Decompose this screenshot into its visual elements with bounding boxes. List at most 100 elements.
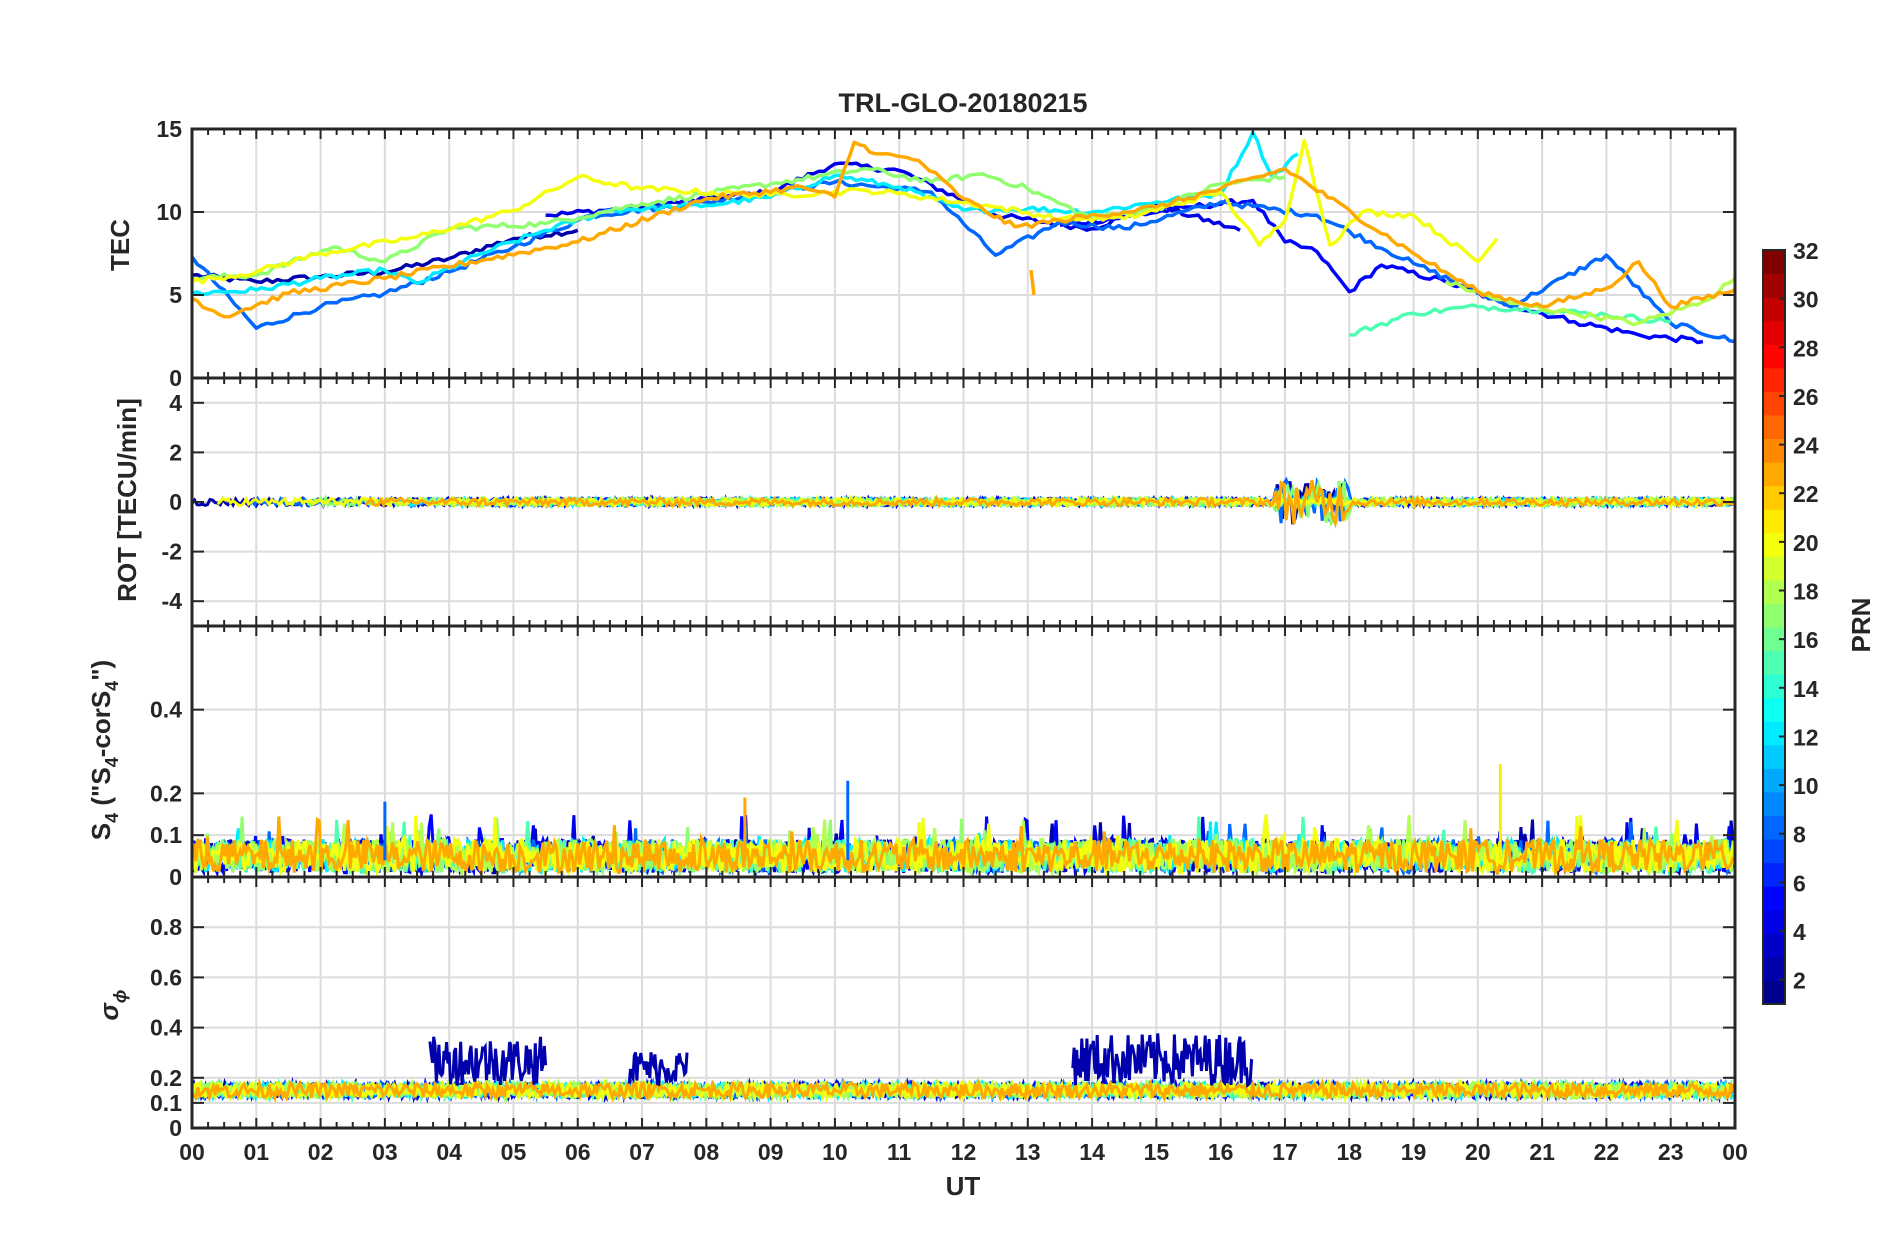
sigma-ylabel: σϕ — [94, 990, 130, 1021]
colorbar-swatch — [1763, 909, 1785, 934]
colorbar-frame — [1762, 249, 1786, 1005]
x-tick-label: 15 — [1144, 1139, 1170, 1165]
s4-ytick-label: 0.2 — [150, 780, 182, 806]
x-axis-label: UT — [946, 1171, 981, 1201]
rot-ytick-label: 4 — [169, 390, 182, 416]
colorbar-tick-label: 18 — [1793, 579, 1819, 605]
colorbar-swatch — [1763, 320, 1785, 345]
x-tick-label: 05 — [501, 1139, 527, 1165]
x-tick-label: 06 — [565, 1139, 591, 1165]
rot-ytick-label: -2 — [162, 539, 182, 565]
colorbar-swatch — [1763, 627, 1785, 652]
panel-s4: 0 0.1 0.2 0.4 — [150, 624, 1737, 890]
x-tick-label: 22 — [1594, 1139, 1620, 1165]
colorbar-tick-label: 28 — [1793, 335, 1819, 361]
sigma-series-23 — [192, 1077, 1735, 1104]
s4-ytick-label: 0.4 — [150, 697, 182, 723]
colorbar-label: PRN — [1846, 598, 1876, 653]
colorbar-swatch — [1763, 391, 1785, 416]
x-tick-label: 21 — [1529, 1139, 1555, 1165]
colorbar-swatch — [1763, 603, 1785, 628]
colorbar-tick-label: 32 — [1793, 238, 1819, 264]
colorbar-tick-label: 4 — [1793, 919, 1806, 945]
x-tick-label: 18 — [1336, 1139, 1362, 1165]
series-17 — [192, 166, 1286, 282]
colorbar-tick-label: 26 — [1793, 384, 1819, 410]
x-tick-label: 12 — [951, 1139, 977, 1165]
sigma_phi-ytick-label: 0.4 — [150, 1015, 182, 1041]
x-tick-label: 14 — [1079, 1139, 1105, 1165]
panel-sigma-phi: 00.10.2 0.4 0.6 0.8 00 01 02 03 04 05 06 07 08 09 10 11… — [150, 875, 1748, 1165]
colorbar-tick-label: 12 — [1793, 724, 1819, 750]
colorbar-tick-label: 2 — [1793, 968, 1806, 994]
series-5 — [1059, 198, 1704, 345]
colorbar-swatch — [1763, 650, 1785, 675]
tec-ytick-label: 5 — [169, 282, 182, 308]
x-tick-label: 00 — [1722, 1139, 1748, 1165]
x-tick-label: 19 — [1401, 1139, 1427, 1165]
x-tick-label: 04 — [436, 1139, 462, 1165]
s4-series-23 — [192, 816, 1735, 877]
x-tick-label: 00 — [179, 1139, 205, 1165]
colorbar-swatch — [1763, 862, 1785, 887]
colorbar-swatch — [1763, 485, 1785, 510]
colorbar-tick-label: 14 — [1793, 676, 1819, 702]
colorbar-tick-label: 16 — [1793, 627, 1819, 653]
colorbar-swatch — [1763, 839, 1785, 864]
colorbar-tick-label: 6 — [1793, 870, 1806, 896]
x-tick-label: 08 — [694, 1139, 720, 1165]
colorbar-swatch — [1763, 791, 1785, 816]
x-tick-label: 03 — [372, 1139, 398, 1165]
colorbar-swatch — [1763, 579, 1785, 604]
sigma-elevated — [428, 1036, 548, 1086]
sigma_phi-ytick-label: 0 — [169, 1115, 182, 1141]
colorbar-swatch — [1763, 438, 1785, 463]
colorbar-swatch — [1763, 674, 1785, 699]
x-tick-label: 16 — [1208, 1139, 1234, 1165]
colorbar-swatch — [1763, 273, 1785, 298]
colorbar-swatch — [1763, 980, 1785, 1005]
colorbar-tick-label: 10 — [1793, 773, 1819, 799]
tec-ytick-label: 0 — [169, 365, 182, 391]
colorbar-swatch — [1763, 768, 1785, 793]
x-tick-label: 10 — [822, 1139, 848, 1165]
colorbar-swatch — [1763, 815, 1785, 840]
colorbar-swatch — [1763, 744, 1785, 769]
rot-ytick-label: 0 — [169, 489, 182, 515]
x-tick-label: 02 — [308, 1139, 334, 1165]
chart-title: TRL-GLO-20180215 — [838, 88, 1087, 118]
sigma-elevated — [1071, 1033, 1254, 1089]
colorbar-swatch — [1763, 509, 1785, 534]
sigma_phi-ytick-label: 0.2 — [150, 1065, 182, 1091]
colorbar-swatch — [1763, 250, 1785, 275]
sigma-elevated — [627, 1051, 689, 1087]
s4-data — [192, 764, 1735, 877]
x-tick-label: 01 — [243, 1139, 269, 1165]
short-segment — [1029, 269, 1036, 296]
colorbar-swatch — [1763, 721, 1785, 746]
tec-ytick-label: 10 — [156, 199, 182, 225]
x-tick-label: 23 — [1658, 1139, 1684, 1165]
x-tick-label: 11 — [887, 1139, 912, 1165]
s4-ytick-label: 0.1 — [150, 822, 182, 848]
tec-ylabel: TEC — [105, 219, 135, 271]
panel-tec: 0 5 10 15 — [156, 116, 1737, 391]
rot-data — [192, 476, 1735, 529]
colorbar-swatch — [1763, 933, 1785, 958]
series-20 — [192, 138, 1499, 285]
colorbar-tick-label: 30 — [1793, 287, 1819, 313]
x-tick-label: 20 — [1465, 1139, 1491, 1165]
colorbar-swatch — [1763, 556, 1785, 581]
colorbar-swatch — [1763, 956, 1785, 981]
rot-ytick-label: -4 — [162, 588, 183, 614]
series-23 — [192, 140, 1735, 319]
series-12 — [192, 130, 1299, 297]
colorbar-swatch — [1763, 886, 1785, 911]
sigma_phi-ytick-label: 0.8 — [150, 914, 182, 940]
x-tick-label: 09 — [758, 1139, 784, 1165]
x-tick-label: 07 — [629, 1139, 655, 1165]
colorbar-tick-label: 22 — [1793, 481, 1819, 507]
colorbar-swatch — [1763, 532, 1785, 557]
